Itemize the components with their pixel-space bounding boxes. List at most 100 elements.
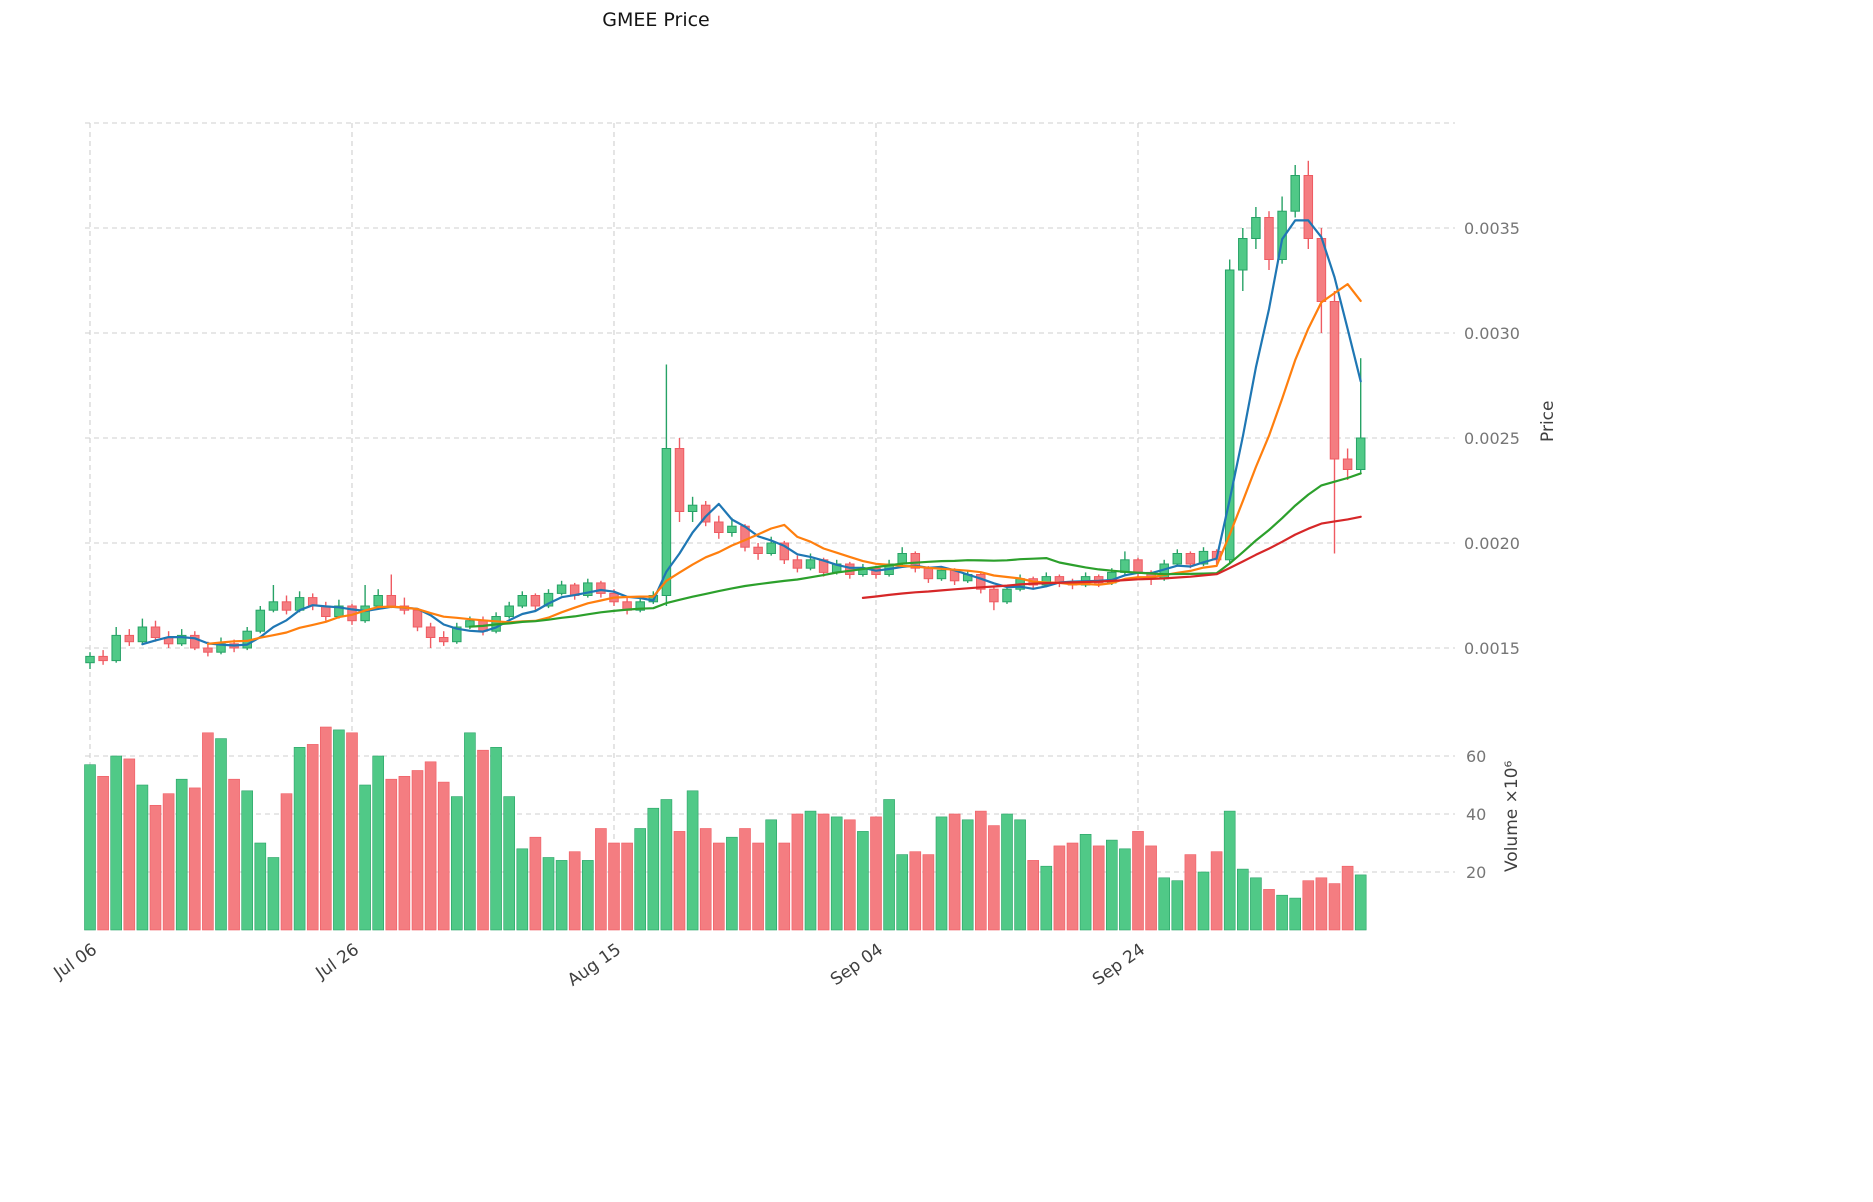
volume-bar [686, 790, 699, 931]
candle-body [281, 601, 292, 611]
candle-body [190, 634, 200, 649]
candle-body [412, 609, 423, 628]
volume-bar [333, 729, 345, 931]
candle-body [452, 626, 462, 643]
candle-body [583, 582, 593, 597]
candle-body [976, 574, 986, 590]
volume-bar [280, 793, 293, 931]
candle-body [1290, 175, 1300, 212]
candle-body [596, 582, 606, 594]
volume-bar [1066, 842, 1079, 931]
volume-bar [215, 738, 227, 931]
candle-body [1303, 175, 1314, 239]
price-axis-label: Price [1538, 401, 1558, 442]
candle-body [373, 595, 383, 607]
volume-bar [568, 851, 581, 931]
volume-bar [1354, 874, 1367, 931]
candle-body [203, 647, 213, 653]
candle-body [1002, 588, 1012, 603]
volume-bar [136, 784, 149, 931]
volume-bar [739, 828, 751, 931]
volume-bar [306, 744, 319, 931]
volume-bar [529, 836, 542, 931]
candle-body [556, 584, 567, 594]
candle-body [111, 634, 121, 662]
price-tick-label: 0.0025 [1464, 429, 1520, 448]
candle-body [727, 525, 737, 534]
candle-body [386, 595, 397, 607]
volume-bar [241, 790, 253, 931]
volume-bar [254, 842, 267, 931]
volume-bar [1171, 880, 1184, 931]
volume-bar [555, 860, 568, 931]
volume-bar [1145, 845, 1157, 931]
volume-bar [1223, 810, 1236, 931]
volume-bar [595, 828, 607, 931]
volume-bar [319, 726, 332, 931]
chart-title: GMEE Price [602, 9, 710, 31]
volume-bar [660, 799, 673, 931]
volume-bar [503, 796, 516, 931]
volume-bar [398, 775, 411, 931]
candle-body [137, 626, 148, 643]
candle-body [1251, 217, 1261, 239]
volume-bar [608, 842, 620, 931]
candle-body [687, 504, 698, 513]
candle-body [1224, 269, 1235, 561]
volume-bar [450, 796, 463, 931]
candle-body [845, 563, 855, 575]
volume-bar [1328, 883, 1341, 931]
volume-bar [870, 816, 882, 931]
volume-bar [1341, 865, 1354, 931]
volume-bar [1210, 851, 1223, 931]
volume-bar [1237, 868, 1249, 931]
volume-bar [988, 825, 1000, 931]
volume-bar [1106, 839, 1118, 931]
x-tick-label: Sep 24 [1089, 940, 1149, 990]
volume-bar [673, 831, 686, 931]
x-tick-label: Aug 15 [564, 940, 625, 991]
candle-body [1133, 559, 1143, 573]
volume-bar [1184, 854, 1197, 931]
candle-body [438, 637, 449, 643]
volume-bar [228, 778, 240, 931]
price-tick-label: 0.0030 [1464, 324, 1520, 343]
volume-bar [490, 746, 502, 931]
volume-bar [647, 807, 660, 931]
candle-body [635, 601, 645, 611]
volume-bar [1263, 889, 1275, 931]
volume-bar [857, 831, 869, 931]
volume-bar [1315, 877, 1328, 931]
volume-bar [149, 804, 162, 931]
volume-bar [1302, 880, 1315, 931]
volume-bar [712, 842, 725, 931]
volume-bar [1040, 865, 1053, 931]
volume-bar [267, 857, 280, 931]
candle-body [530, 595, 541, 607]
volume-bar [961, 819, 974, 931]
volume-bar [791, 813, 804, 931]
candle-body [150, 626, 161, 638]
volume-bar [1014, 819, 1026, 931]
volume-bar [1289, 897, 1301, 931]
candle-body [910, 553, 921, 569]
volume-axis-label: Volume ×10⁶ [1502, 760, 1522, 872]
volume-bar [189, 787, 201, 931]
ma-line-MA10 [206, 283, 1362, 645]
candle-body [360, 605, 370, 622]
volume-bar [346, 732, 358, 931]
candle-body [1342, 458, 1353, 470]
volume-bar [477, 749, 489, 931]
candle-body [936, 569, 947, 580]
candle-body [124, 634, 135, 643]
candle-body [1198, 550, 1209, 565]
volume-bar [202, 732, 214, 931]
x-tick-label: Sep 04 [827, 940, 887, 990]
volume-bar [817, 813, 830, 931]
volume-bar [581, 860, 594, 931]
volume-bar [1027, 860, 1039, 931]
candle-body [989, 588, 999, 603]
ma-line-MA5 [141, 219, 1362, 647]
